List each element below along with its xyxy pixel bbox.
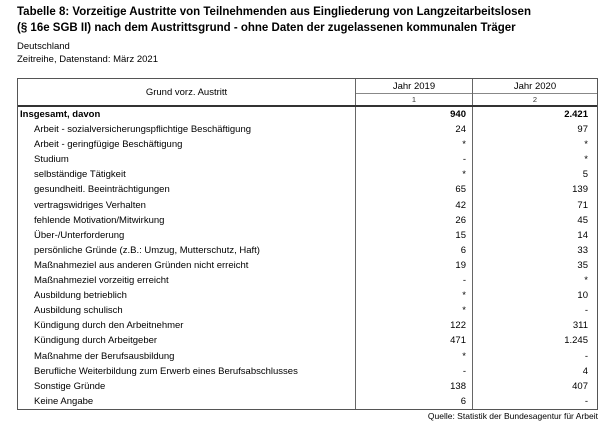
- table-subtitle: Deutschland Zeitreihe, Datenstand: März …: [17, 40, 417, 66]
- column-header-jahr-2020: Jahr 2020: [473, 79, 597, 94]
- value-2019: *: [355, 288, 472, 304]
- table-title-line1: Tabelle 8: Vorzeitige Austritte von Teil…: [17, 6, 531, 18]
- value-2019: 471: [355, 333, 472, 349]
- table-row: Arbeit - geringfügige Beschäftigung * *: [18, 137, 597, 153]
- row-label: Ausbildung schulisch: [34, 305, 123, 317]
- value-2019: 42: [355, 197, 472, 213]
- value-2020: *: [472, 137, 597, 153]
- value-2020: 311: [472, 318, 597, 334]
- value-2019: -: [355, 363, 472, 379]
- value-2020: -: [472, 348, 597, 364]
- value-2020: 10: [472, 288, 597, 304]
- value-2020: 97: [472, 122, 597, 138]
- value-2020: 35: [472, 257, 597, 274]
- table-row: Insgesamt, davon 940 2.421: [18, 107, 597, 123]
- value-2020: 14: [472, 227, 597, 243]
- column-group-2020: Jahr 2020 2: [472, 79, 597, 105]
- data-table: Grund vorz. Austritt Jahr 2019 1 Jahr 20…: [17, 78, 598, 410]
- row-label: Über-/Unterforderung: [34, 229, 125, 241]
- table-header: Grund vorz. Austritt Jahr 2019 1 Jahr 20…: [18, 79, 597, 107]
- value-2019: *: [355, 137, 472, 153]
- table-row: Ausbildung betrieblich * 10: [18, 288, 597, 304]
- column-index-1: 1: [411, 95, 417, 104]
- table-row: Maßnahmeziel aus anderen Gründen nicht e…: [18, 257, 597, 274]
- table-title: Tabelle 8: Vorzeitige Austritte von Teil…: [17, 5, 592, 36]
- column-index-2: 2: [532, 95, 538, 104]
- table-row: selbständige Tätigkeit * 5: [18, 167, 597, 183]
- row-label: Berufliche Weiterbildung zum Erwerb eine…: [34, 365, 298, 377]
- value-2020: 2.421: [472, 107, 597, 123]
- table-row: Arbeit - sozialversicherungspflichtige B…: [18, 122, 597, 138]
- value-2020: 33: [472, 242, 597, 258]
- row-label: Maßnahme der Berufsausbildung: [34, 350, 175, 362]
- column-header-grund: Grund vorz. Austritt: [145, 86, 228, 98]
- value-2019: 19: [355, 257, 472, 274]
- row-label: fehlende Motivation/Mitwirkung: [34, 214, 165, 226]
- table-row: Kündigung durch Arbeitgeber 471 1.245: [18, 333, 597, 349]
- value-2020: 4: [472, 363, 597, 379]
- value-2019: 138: [355, 378, 472, 394]
- table-row: Studium - *: [18, 152, 597, 168]
- source-note: Quelle: Statistik der Bundesagentur für …: [427, 411, 598, 421]
- value-2020: -: [472, 393, 597, 409]
- value-2019: -: [355, 152, 472, 168]
- table-row: Kündigung durch den Arbeitnehmer 122 311: [18, 318, 597, 334]
- table-body: Insgesamt, davon 940 2.421 Arbeit - sozialv…: [18, 107, 597, 409]
- row-label: Arbeit - geringfügige Beschäftigung: [34, 139, 183, 151]
- row-label: gesundheitl. Beeinträchtigungen: [34, 184, 170, 196]
- value-2019: 6: [355, 393, 472, 409]
- value-2020: 71: [472, 197, 597, 213]
- table-row: Maßnahme der Berufsausbildung * -: [18, 348, 597, 364]
- value-2019: 6: [355, 242, 472, 258]
- table-row: Ausbildung schulisch * -: [18, 303, 597, 319]
- value-2020: *: [472, 273, 597, 289]
- value-2020: 407: [472, 378, 597, 394]
- value-2019: *: [355, 348, 472, 364]
- value-2019: 122: [355, 318, 472, 334]
- value-2020: *: [472, 152, 597, 168]
- row-label: Arbeit - sozialversicherungspflichtige B…: [34, 124, 252, 136]
- value-2019: 24: [355, 122, 472, 138]
- row-label: Maßnahmeziel vorzeitig erreicht: [34, 275, 169, 287]
- row-label: Insgesamt, davon: [20, 109, 101, 120]
- column-group-2019: Jahr 2019 1: [355, 79, 472, 105]
- value-2019: 26: [355, 212, 472, 228]
- table-row: Sonstige Gründe 138 407: [18, 378, 597, 394]
- row-label: Sonstige Gründe: [34, 380, 106, 392]
- region-label: Deutschland: [17, 41, 70, 52]
- value-2020: 1.245: [472, 333, 597, 349]
- value-2020: -: [472, 303, 597, 319]
- row-label: Keine Angabe: [34, 395, 94, 407]
- value-2019: 15: [355, 227, 472, 243]
- row-label: Maßnahmeziel aus anderen Gründen nicht e…: [34, 259, 249, 271]
- row-label: selbständige Tätigkeit: [34, 169, 126, 181]
- table-row: persönliche Gründe (z.B.: Umzug, Mutters…: [18, 242, 597, 258]
- row-label: Kündigung durch Arbeitgeber: [34, 335, 158, 347]
- table-row: fehlende Motivation/Mitwirkung 26 45: [18, 212, 597, 228]
- table-row: Maßnahmeziel vorzeitig erreicht - *: [18, 273, 597, 289]
- table-title-line2: (§ 16e SGB II) nach dem Austrittsgrund -…: [17, 21, 516, 34]
- column-header-jahr-2019: Jahr 2019: [356, 79, 472, 94]
- datastand-label: Zeitreihe, Datenstand: März 2021: [17, 54, 158, 65]
- row-label: Studium: [34, 154, 69, 166]
- value-2020: 139: [472, 182, 597, 198]
- row-label: vertragswidriges Verhalten: [34, 199, 146, 211]
- row-label: Ausbildung betrieblich: [34, 290, 127, 302]
- table-row: vertragswidriges Verhalten 42 71: [18, 197, 597, 213]
- value-2019: 65: [355, 182, 472, 198]
- value-2020: 5: [472, 167, 597, 183]
- table-row: Über-/Unterforderung 15 14: [18, 227, 597, 243]
- value-2020: 45: [472, 212, 597, 228]
- value-2019: *: [355, 167, 472, 183]
- value-2019: 940: [355, 107, 472, 123]
- table-row: gesundheitl. Beeinträchtigungen 65 139: [18, 182, 597, 198]
- table-row: Keine Angabe 6-: [18, 393, 597, 409]
- row-label: Kündigung durch den Arbeitnehmer: [34, 320, 184, 332]
- value-2019: -: [355, 273, 472, 289]
- value-2019: *: [355, 303, 472, 319]
- table-row: Berufliche Weiterbildung zum Erwerb eine…: [18, 363, 597, 379]
- row-label: persönliche Gründe (z.B.: Umzug, Mutters…: [34, 244, 260, 256]
